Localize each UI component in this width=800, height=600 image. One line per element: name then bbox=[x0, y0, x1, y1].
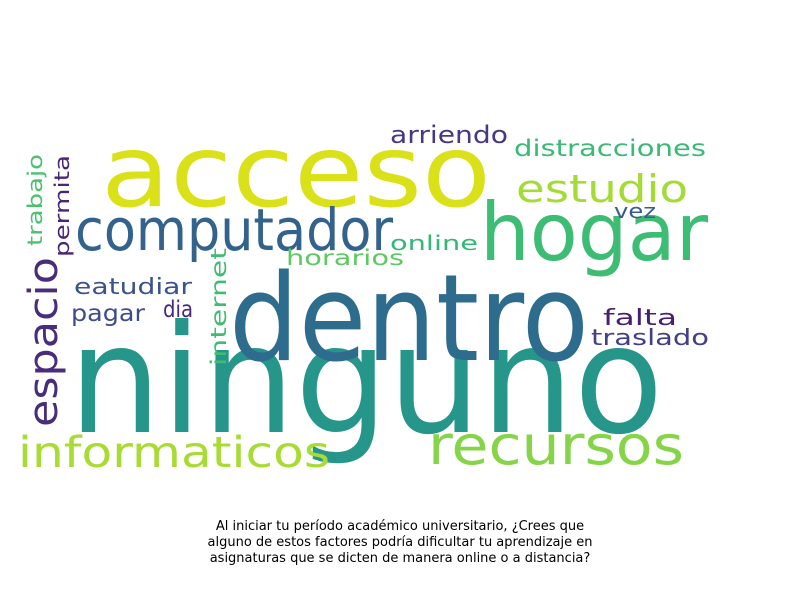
word-pagar: pagar bbox=[71, 301, 146, 327]
word-espacio: espacio bbox=[21, 257, 67, 427]
word-computador: computador bbox=[75, 196, 393, 264]
word-estudio: estudio bbox=[516, 167, 688, 211]
word-permita: permita bbox=[50, 155, 74, 257]
word-online: online bbox=[390, 231, 478, 255]
word-falta: falta bbox=[603, 306, 677, 331]
word-trabajo: trabajo bbox=[23, 154, 47, 246]
caption-line-2: alguno de estos factores podría dificult… bbox=[207, 535, 593, 550]
caption-line-1: Al iniciar tu período académico universi… bbox=[215, 519, 585, 534]
caption-line-3: asignaturas que se dicten de manera onli… bbox=[209, 551, 591, 566]
word-vez: vez bbox=[614, 199, 656, 223]
word-acceso: acceso bbox=[101, 113, 491, 230]
word-informaticos: informaticos bbox=[18, 428, 330, 478]
word-traslado: traslado bbox=[591, 326, 709, 351]
word-dia: dia bbox=[163, 297, 193, 323]
word-eatudiar: eatudiar bbox=[74, 275, 193, 300]
word-recursos: recursos bbox=[428, 414, 684, 477]
word-ninguno: ninguno bbox=[69, 294, 664, 468]
word-hogar: hogar bbox=[480, 186, 708, 279]
word-arriendo: arriendo bbox=[390, 121, 508, 149]
word-dentro: dentro bbox=[229, 250, 589, 389]
word-internet: internet bbox=[207, 248, 231, 366]
word-horarios: horarios bbox=[286, 246, 404, 270]
question-caption: Al iniciar tu período académico universi… bbox=[150, 519, 650, 567]
word-distracciones: distracciones bbox=[514, 136, 706, 162]
